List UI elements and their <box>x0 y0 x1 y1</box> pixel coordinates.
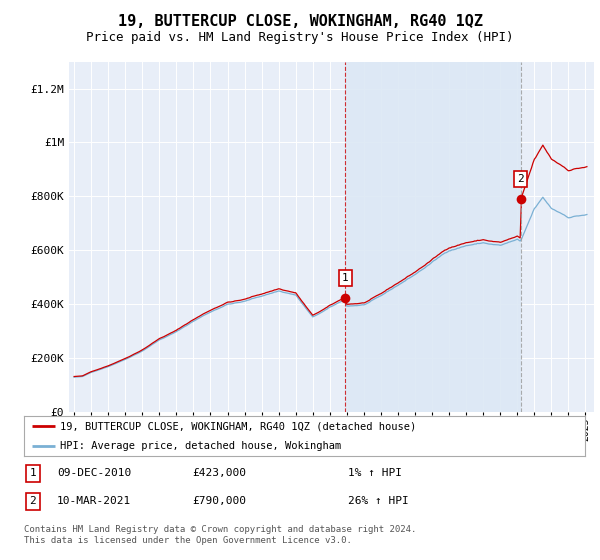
Text: HPI: Average price, detached house, Wokingham: HPI: Average price, detached house, Woki… <box>61 441 342 451</box>
Text: 26% ↑ HPI: 26% ↑ HPI <box>348 496 409 506</box>
Text: 2: 2 <box>517 174 524 184</box>
Text: 19, BUTTERCUP CLOSE, WOKINGHAM, RG40 1QZ (detached house): 19, BUTTERCUP CLOSE, WOKINGHAM, RG40 1QZ… <box>61 421 417 431</box>
Text: 1: 1 <box>342 273 349 283</box>
Text: Contains HM Land Registry data © Crown copyright and database right 2024.
This d: Contains HM Land Registry data © Crown c… <box>24 525 416 545</box>
Text: 2: 2 <box>29 496 37 506</box>
Text: 10-MAR-2021: 10-MAR-2021 <box>57 496 131 506</box>
Text: 1% ↑ HPI: 1% ↑ HPI <box>348 468 402 478</box>
Text: £423,000: £423,000 <box>192 468 246 478</box>
Text: 1: 1 <box>29 468 37 478</box>
Text: 19, BUTTERCUP CLOSE, WOKINGHAM, RG40 1QZ: 19, BUTTERCUP CLOSE, WOKINGHAM, RG40 1QZ <box>118 14 482 29</box>
Text: £790,000: £790,000 <box>192 496 246 506</box>
Text: Price paid vs. HM Land Registry's House Price Index (HPI): Price paid vs. HM Land Registry's House … <box>86 31 514 44</box>
Text: 09-DEC-2010: 09-DEC-2010 <box>57 468 131 478</box>
Bar <box>346 62 521 412</box>
